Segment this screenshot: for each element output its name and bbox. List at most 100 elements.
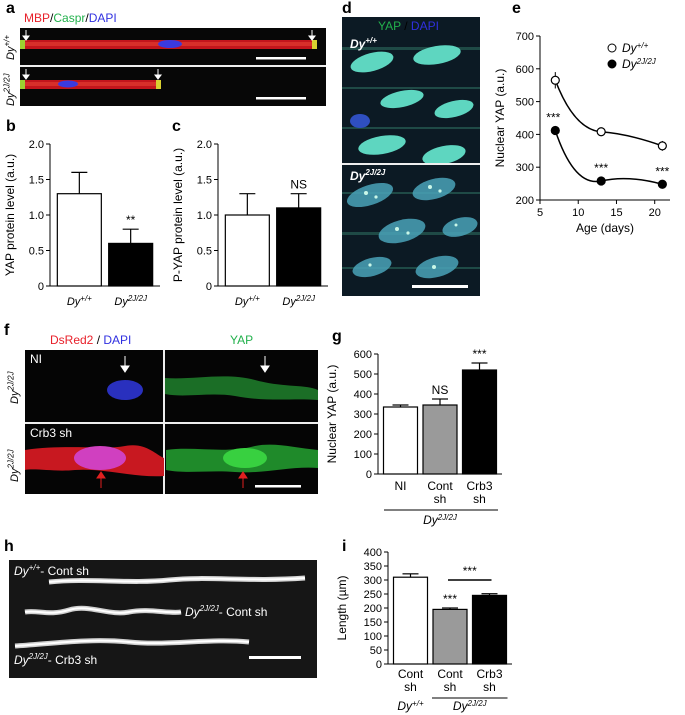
panel-a-title-parts: MBP/Caspr/DAPI: [24, 11, 117, 25]
data-point: [657, 141, 667, 151]
x-tick-label: sh: [404, 680, 417, 694]
x-tick-label: 5: [537, 207, 543, 219]
significance-label: NS: [290, 178, 307, 192]
data-point: [657, 179, 667, 189]
y-tick-label: 0.5: [197, 246, 212, 258]
y-tick-label: 300: [516, 162, 534, 174]
x-tick-label: 20: [649, 207, 661, 219]
genotype-label: Dy+/+- Cont sh: [14, 563, 89, 578]
genotype-label: Dy+/+: [2, 34, 17, 60]
chart-g: 0 100 200 300 400 500 600 Nuclear YAP (a.u.) NS *…: [325, 347, 502, 527]
significance-label: ***: [655, 164, 669, 178]
y-tick-label: 250: [364, 589, 382, 601]
series-line: [554, 80, 663, 147]
bar: [461, 369, 498, 475]
panel-h-letter: h: [4, 538, 14, 555]
group-label: Dy2J/2J: [453, 699, 488, 713]
y-tick-label: 600: [354, 349, 372, 361]
x-tick-label: Crb3: [476, 667, 502, 681]
genotype-label: Dy2J/2J: [6, 371, 21, 404]
panel-c-letter: c: [172, 118, 181, 135]
legend-label: Dy2J/2J: [622, 57, 657, 71]
y-tick-label: 50: [370, 645, 382, 657]
title-part-2: DAPI: [103, 333, 132, 347]
y-axis-label: Length (µm): [335, 576, 349, 641]
bar: [392, 576, 429, 665]
y-tick-label: 0: [206, 281, 212, 293]
panel-f-right-title: YAP: [230, 333, 254, 347]
title-part-0: MBP: [24, 11, 51, 25]
y-tick-label: 1.5: [197, 175, 212, 187]
x-tick-label: 15: [610, 207, 622, 219]
panel-a-row-label-1: Dy+/+: [2, 35, 17, 60]
group-label: Dy+/+: [397, 699, 424, 713]
y-axis-label: P-YAP protein level (a.u.): [171, 148, 185, 282]
title-part-2: DAPI: [410, 19, 439, 33]
panel-d-row-label-1: Dy+/+: [350, 36, 377, 51]
significance-label: **: [126, 213, 136, 227]
x-tick-label: Crb3: [466, 479, 492, 493]
data-point: [550, 75, 560, 85]
data-point: [596, 127, 606, 137]
bar: [432, 608, 468, 665]
title-part-0: DsRed2: [50, 333, 94, 347]
x-tick-label: 10: [572, 207, 584, 219]
y-tick-label: 150: [364, 617, 382, 629]
y-tick-label: 700: [516, 31, 534, 43]
y-tick-label: 500: [516, 97, 534, 109]
y-tick-label: 500: [354, 369, 372, 381]
panel-f-left-title: DsRed2 / DAPI: [50, 333, 131, 347]
y-tick-label: 1.0: [29, 210, 44, 222]
panel-a-row-label-2: Dy2J/2J: [2, 73, 17, 106]
bar: [471, 594, 508, 665]
legend-label: Dy+/+: [622, 41, 649, 55]
chart-b: 0 0.5 1.0 1.5 2.0 YAP protein level (a.u.) ** D…: [3, 139, 160, 308]
title-part-1: /: [400, 19, 411, 33]
y-axis-label: Nuclear YAP (a.u.): [325, 365, 339, 464]
y-axis-label: Nuclear YAP (a.u.): [493, 69, 507, 168]
x-tick-label: sh: [483, 680, 496, 694]
panel-f-row-label-1: Dy2J/2J: [6, 371, 21, 404]
significance-label: ***: [472, 347, 486, 361]
comparison-label: ***: [463, 564, 477, 578]
significance-label: ***: [443, 592, 457, 606]
y-tick-label: 400: [364, 547, 382, 559]
genotype-label: Dy2J/2J: [6, 449, 21, 482]
y-tick-label: 300: [354, 409, 372, 421]
x-tick-label: Dy+/+: [235, 294, 260, 308]
x-tick-label: Cont: [427, 479, 453, 493]
title-part-3: /: [85, 11, 89, 25]
bar: [382, 406, 419, 475]
panel-d-image: [342, 17, 480, 296]
panel-h-image: [9, 560, 317, 678]
legend-marker: [607, 59, 617, 69]
panel-f-row-label-2: Dy2J/2J: [6, 449, 21, 482]
y-tick-label: 0: [366, 469, 372, 481]
y-tick-label: 1.0: [197, 210, 212, 222]
y-tick-label: 0: [376, 659, 382, 671]
legend-marker: [607, 43, 617, 53]
y-tick-label: 300: [364, 575, 382, 587]
panel-g-letter: g: [332, 328, 342, 345]
y-tick-label: 0: [38, 281, 44, 293]
panel-a-image: [20, 28, 326, 106]
y-tick-label: 400: [516, 129, 534, 141]
bar: [422, 404, 458, 475]
group-label: Dy2J/2J: [423, 513, 458, 527]
x-tick-label: sh: [444, 680, 457, 694]
panel-e-letter: e: [512, 0, 521, 17]
x-tick-label: Cont: [437, 667, 463, 681]
panel-b-letter: b: [6, 118, 16, 135]
genotype-label: Dy2J/2J- Cont sh: [185, 604, 268, 619]
chart-c: 0 0.5 1.0 1.5 2.0 P-YAP protein level (a.u.) N…: [171, 139, 328, 308]
y-tick-label: 350: [364, 561, 382, 573]
panel-d-row-label-2: Dy2J/2J: [350, 168, 385, 183]
panel-h-fiber-label-3: Dy2J/2J- Crb3 sh: [14, 652, 97, 667]
panel-d-micrograph: [342, 17, 480, 296]
panel-a-title: MBP/Caspr/DAPI: [24, 11, 117, 25]
y-tick-label: 400: [354, 389, 372, 401]
bar: [56, 193, 102, 287]
bar: [224, 214, 270, 287]
x-tick-label: Dy+/+: [67, 294, 92, 308]
y-tick-label: 200: [364, 603, 382, 615]
